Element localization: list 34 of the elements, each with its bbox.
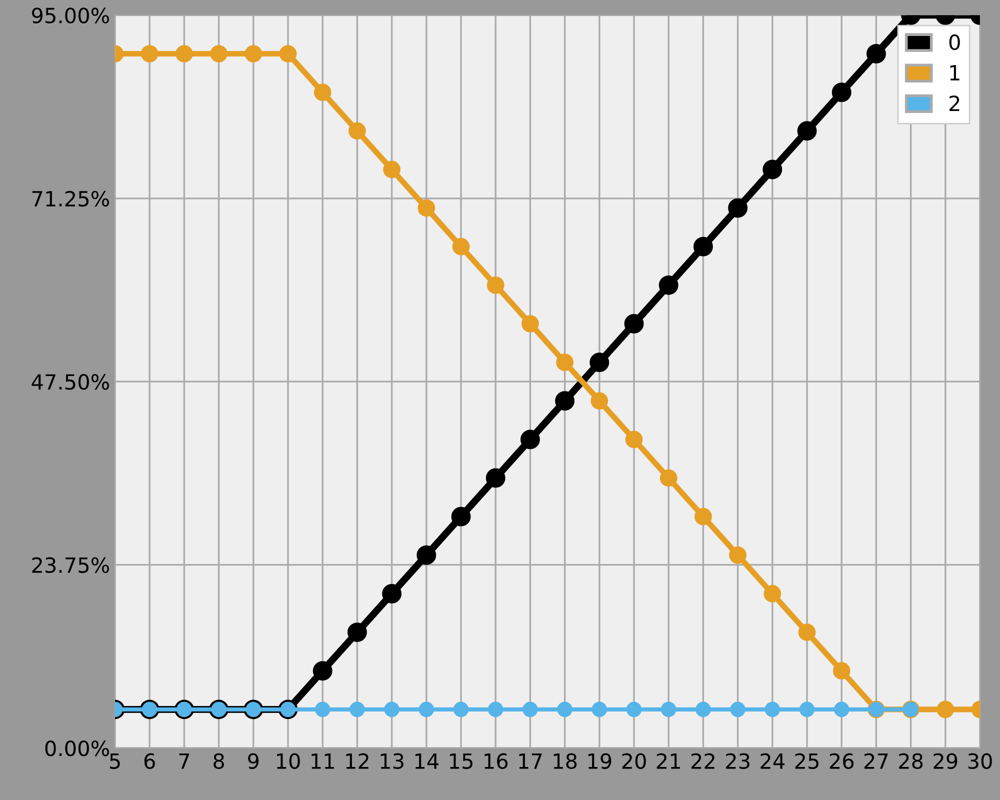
legend-label: 2	[950, 95, 960, 111]
legend-label: 0	[949, 34, 960, 50]
y-tick-label: 47.50%	[32, 374, 109, 390]
y-tick-label: 71.25%	[32, 190, 109, 207]
x-tick-label: 26	[830, 753, 854, 769]
x-tick-label: 10	[277, 753, 300, 769]
x-tick-label: 22	[691, 753, 714, 769]
x-tick-label: 23	[726, 753, 750, 769]
x-tick-label: 13	[380, 753, 404, 769]
x-tick-label: 11	[312, 754, 334, 769]
x-tick-label: 24	[760, 753, 784, 769]
y-tick-label: 23.75%	[32, 557, 109, 574]
x-tick-label: 16	[484, 753, 508, 769]
x-tick-label: 20	[622, 753, 646, 769]
x-tick-label: 19	[588, 753, 612, 769]
x-tick-label: 6	[144, 753, 155, 769]
x-tick-label: 29	[934, 753, 958, 769]
x-tick-label: 7	[179, 754, 190, 769]
x-tick-label: 5	[110, 754, 120, 769]
x-tick-label: 12	[346, 753, 368, 769]
y-tick-label: 95.00%	[32, 8, 109, 24]
x-tick-label: 17	[519, 754, 542, 769]
x-tick-label: 14	[415, 754, 438, 769]
x-tick-label: 27	[864, 753, 888, 769]
x-tick-label: 15	[450, 754, 472, 769]
x-tick-label: 9	[248, 753, 259, 769]
x-tick-label: 28	[899, 753, 923, 769]
x-tick-label: 25	[795, 753, 818, 769]
x-tick-label: 30	[968, 753, 992, 769]
legend-label: 1	[950, 65, 960, 80]
x-tick-label: 21	[656, 753, 680, 769]
x-tick-label: 8	[214, 753, 224, 769]
x-tick-label: 18	[554, 753, 577, 769]
y-tick-label: 0.00%	[45, 740, 109, 756]
